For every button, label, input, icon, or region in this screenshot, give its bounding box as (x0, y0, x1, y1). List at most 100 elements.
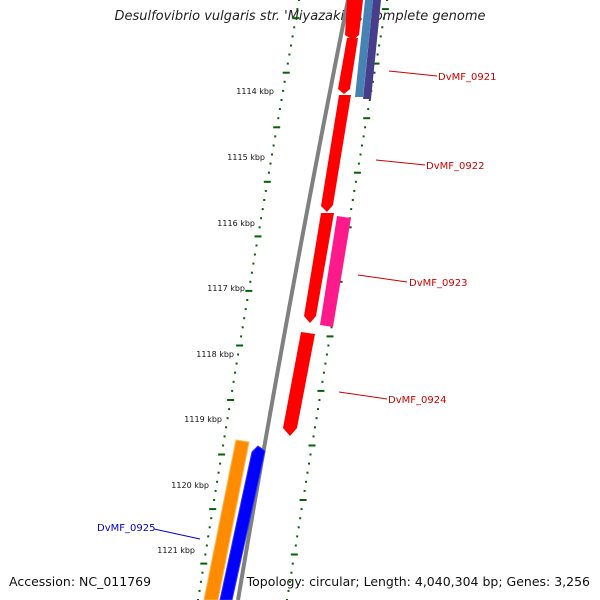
gene-blue[interactable] (219, 445, 266, 600)
major-tick (273, 126, 281, 129)
major-tick (227, 399, 235, 401)
major-tick (326, 335, 334, 338)
minor-tick (324, 362, 327, 365)
minor-tick (293, 26, 296, 29)
gene-red-0921[interactable] (338, 38, 358, 94)
minor-tick (296, 8, 299, 11)
minor-tick (362, 135, 365, 138)
gene-steelblue[interactable] (355, 0, 373, 97)
leader-line-0921 (388, 70, 438, 77)
minor-tick (288, 580, 291, 583)
minor-tick (364, 126, 367, 129)
kbp-label: 1115 kbp (227, 153, 265, 162)
minor-tick (386, 0, 388, 1)
minor-tick (291, 35, 294, 38)
gene-orange[interactable] (203, 439, 250, 600)
minor-tick (351, 199, 354, 201)
major-tick (263, 180, 271, 183)
gene-red-top[interactable] (345, 0, 363, 40)
minor-tick (382, 17, 385, 20)
minor-tick (264, 189, 267, 192)
minor-tick (213, 499, 216, 501)
gene-label-dvmf-0921[interactable]: DvMF_0921 (438, 72, 496, 83)
minor-tick (219, 462, 222, 465)
minor-tick (272, 144, 275, 147)
minor-tick (287, 589, 290, 592)
gene-darkslateblue[interactable] (363, 0, 381, 99)
leader-line-0925 (153, 528, 201, 540)
minor-tick (291, 562, 294, 565)
gene-label-dvmf-0924[interactable]: DvMF_0924 (388, 395, 446, 406)
gene-red-0923a[interactable] (304, 213, 334, 323)
kbp-label: 1120 kbp (171, 481, 209, 490)
minor-tick (354, 180, 357, 183)
minor-tick (261, 208, 264, 211)
minor-tick (353, 189, 356, 192)
minor-tick (263, 199, 266, 201)
minor-tick (222, 444, 225, 447)
minor-tick (306, 471, 309, 474)
minor-tick (232, 380, 235, 383)
gene-pink-0923b[interactable] (320, 216, 351, 327)
minor-tick (305, 480, 308, 483)
major-tick (282, 71, 290, 74)
minor-tick (290, 44, 292, 47)
kbp-label: 1118 kbp (196, 350, 234, 359)
minor-tick (228, 408, 231, 411)
minor-tick (240, 335, 243, 338)
gene-red-0924[interactable] (283, 332, 315, 436)
minor-tick (235, 362, 238, 365)
minor-tick (201, 571, 204, 574)
minor-tick (225, 426, 228, 429)
minor-tick (327, 344, 330, 347)
minor-tick (359, 153, 362, 156)
major-tick (209, 508, 217, 511)
minor-tick (282, 89, 285, 92)
gene-label-dvmf-0922[interactable]: DvMF_0922 (426, 161, 484, 172)
inner-tick-ring (197, 0, 300, 600)
major-tick (245, 289, 253, 292)
minor-tick (204, 553, 207, 556)
minor-tick (258, 226, 261, 229)
minor-tick (226, 417, 229, 420)
gene-red-0922[interactable] (321, 95, 351, 212)
map-title: Desulfovibrio vulgaris str. 'Miyazaki F'… (114, 9, 486, 24)
minor-tick (315, 417, 318, 420)
minor-tick (308, 462, 310, 465)
minor-tick (280, 99, 283, 101)
minor-tick (367, 108, 370, 111)
minor-tick (322, 371, 325, 374)
minor-tick (378, 44, 381, 47)
minor-tick (298, 0, 300, 1)
leader-line-0924 (338, 391, 388, 400)
minor-tick (379, 35, 382, 38)
minor-tick (297, 526, 300, 529)
minor-tick (205, 544, 208, 547)
minor-tick (381, 26, 384, 29)
major-tick (372, 62, 380, 65)
minor-tick (214, 489, 217, 492)
minor-tick (312, 435, 315, 438)
minor-tick (260, 217, 263, 220)
gene-label-dvmf-0923[interactable]: DvMF_0923 (409, 278, 467, 289)
minor-tick (296, 535, 299, 538)
gene-label-dvmf-0925[interactable]: DvMF_0925 (97, 523, 155, 534)
minor-tick (371, 80, 374, 83)
minor-tick (274, 135, 277, 138)
minor-tick (277, 117, 280, 120)
minor-tick (357, 162, 360, 165)
minor-tick (294, 544, 297, 547)
minor-tick (330, 326, 333, 329)
accession-text: Accession: NC_011769 (9, 574, 152, 589)
minor-tick (208, 526, 211, 529)
major-tick (308, 444, 316, 447)
minor-tick (210, 517, 213, 520)
major-tick (381, 8, 389, 11)
major-tick (317, 389, 325, 392)
minor-tick (318, 399, 321, 401)
kbp-label: 1114 kbp (236, 87, 274, 96)
minor-tick (217, 471, 220, 474)
minor-tick (303, 489, 306, 492)
minor-tick (250, 271, 253, 274)
minor-tick (299, 517, 302, 520)
